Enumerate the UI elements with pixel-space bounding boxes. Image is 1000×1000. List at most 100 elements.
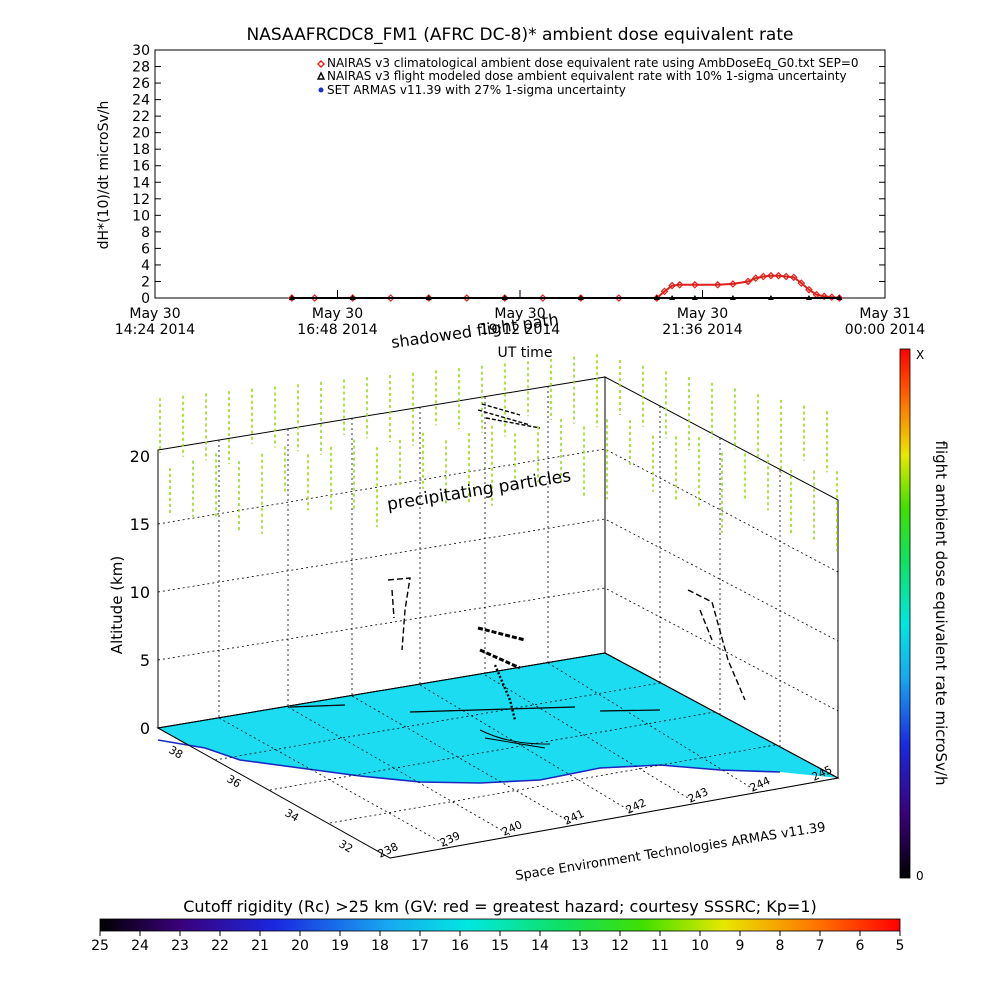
dose-colorbar-gradient bbox=[899, 348, 911, 879]
latitude-ticks: 32 34 36 38 bbox=[167, 743, 356, 855]
legend-label-armas: SET ARMAS v11.39 with 27% 1-sigma uncert… bbox=[327, 83, 626, 97]
map-floor-land bbox=[158, 740, 838, 858]
data-point-flight-modeled bbox=[501, 295, 508, 300]
legend-triangle-marker bbox=[316, 71, 326, 80]
cutoff-tick-label: 22 bbox=[211, 938, 229, 954]
y-tick-label: 14 bbox=[132, 175, 150, 191]
cutoff-tick-label: 18 bbox=[371, 938, 389, 954]
altitude-ticks: 0 5 10 15 20 bbox=[130, 447, 150, 738]
data-point-climatological bbox=[751, 274, 760, 283]
data-point-climatological bbox=[820, 292, 829, 301]
cutoff-rigidity-ticks: 25 24 23 22 21 20 19 18 17 16 15 14 13 12 11 10 9 8 7 6 5 bbox=[91, 931, 904, 954]
data-point-climatological bbox=[774, 271, 783, 280]
legend-diamond-marker bbox=[317, 60, 325, 68]
cutoff-tick-label: 20 bbox=[291, 938, 309, 954]
cutoff-tick-label: 12 bbox=[611, 938, 629, 954]
cutoff-tick-label: 16 bbox=[451, 938, 469, 954]
data-point-flight-modeled bbox=[729, 295, 736, 300]
y-tick-label: 28 bbox=[132, 60, 150, 76]
x-tick-date: May 30 bbox=[494, 306, 545, 322]
legend-circle-marker bbox=[318, 87, 324, 93]
legend-label-climatological: NAIRAS v3 climatological ambient dose eq… bbox=[327, 56, 859, 70]
data-point-climatological bbox=[660, 287, 669, 296]
y-tick-label: 12 bbox=[132, 192, 150, 208]
data-point-climatological bbox=[782, 272, 790, 281]
data-point-flight-modeled bbox=[577, 295, 584, 300]
data-point-climatological bbox=[805, 285, 813, 294]
data-point-flight-modeled bbox=[691, 295, 698, 300]
cutoff-tick-label: 24 bbox=[131, 938, 149, 954]
latitude-tick-label: 34 bbox=[283, 806, 302, 824]
cutoff-tick-label: 11 bbox=[651, 938, 669, 954]
y-tick-label: 6 bbox=[141, 241, 150, 257]
latitude-tick-label: 32 bbox=[337, 837, 356, 855]
data-point-climatological bbox=[675, 280, 684, 289]
data-point-climatological bbox=[744, 277, 752, 286]
timeseries-series bbox=[288, 271, 844, 302]
y-tick-label: 2 bbox=[141, 274, 150, 290]
y-tick-label: 16 bbox=[132, 159, 150, 175]
x-tick-date: May 30 bbox=[129, 306, 180, 322]
legend-item-armas: SET ARMAS v11.39 with 27% 1-sigma uncert… bbox=[318, 83, 626, 97]
data-point-climatological bbox=[789, 273, 798, 282]
x-tick-date: May 30 bbox=[312, 306, 363, 322]
x-tick-time: 19:12 2014 bbox=[480, 322, 561, 338]
legend-item-climatological: NAIRAS v3 climatological ambient dose eq… bbox=[317, 56, 859, 70]
flight-path-shadow bbox=[479, 729, 551, 749]
x-tick-time: 16:48 2014 bbox=[297, 322, 378, 338]
precipitating-particles-marks bbox=[159, 354, 838, 552]
front-edges bbox=[157, 450, 839, 778]
cutoff-tick-label: 5 bbox=[896, 938, 905, 954]
altitude-tick-label: 0 bbox=[140, 719, 150, 738]
y-tick-label: 26 bbox=[132, 76, 150, 92]
ground-track bbox=[289, 704, 661, 713]
cutoff-tick-label: 14 bbox=[531, 938, 549, 954]
data-point-flight-modeled bbox=[653, 295, 660, 300]
cutoff-tick-label: 19 bbox=[331, 938, 349, 954]
altitude-axis-label: Altitude (km) bbox=[108, 556, 126, 654]
x-tick-time: 14:24 2014 bbox=[115, 322, 196, 338]
y-tick-label: 0 bbox=[141, 291, 150, 307]
cutoff-tick-label: 21 bbox=[251, 938, 269, 954]
data-point-flight-modeled bbox=[349, 295, 356, 300]
timeseries-x-axis-label: UT time bbox=[498, 345, 553, 361]
cutoff-tick-label: 23 bbox=[171, 938, 189, 954]
data-point-climatological bbox=[713, 280, 722, 289]
data-point-climatological bbox=[797, 279, 806, 287]
timeseries-y-axis-label: dH*(10)/dt microSv/h bbox=[96, 101, 112, 250]
altitude-tick-label: 5 bbox=[140, 651, 150, 670]
coastline bbox=[157, 739, 781, 784]
y-tick-label: 24 bbox=[132, 93, 150, 109]
latitude-tick-label: 38 bbox=[167, 743, 186, 761]
y-tick-label: 30 bbox=[132, 43, 150, 59]
x-tick-time: 00:00 2014 bbox=[845, 322, 926, 338]
dose-colorbar-max-label: X bbox=[916, 348, 924, 362]
data-point-flight-modeled bbox=[767, 295, 774, 300]
floor-grid bbox=[214, 662, 776, 847]
x-tick-date: May 31 bbox=[859, 306, 910, 322]
y-tick-label: 18 bbox=[132, 142, 150, 158]
data-point-climatological bbox=[729, 280, 737, 288]
y-tick-label: 8 bbox=[141, 225, 150, 241]
cutoff-tick-label: 13 bbox=[571, 938, 589, 954]
data-point-climatological bbox=[827, 293, 836, 302]
cutoff-tick-label: 25 bbox=[91, 938, 109, 954]
y-tick-label: 10 bbox=[132, 208, 150, 224]
legend-item-flight-modeled: NAIRAS v3 flight modeled dose ambient eq… bbox=[316, 69, 847, 83]
cutoff-tick-label: 7 bbox=[816, 938, 825, 954]
cutoff-tick-label: 15 bbox=[491, 938, 509, 954]
x-tick-time: 21:36 2014 bbox=[662, 322, 743, 338]
latitude-tick-label: 36 bbox=[225, 772, 244, 790]
timeseries-legend: NAIRAS v3 climatological ambient dose eq… bbox=[316, 56, 859, 97]
dose-colorbar: X 0 flight ambient dose equivalent rate … bbox=[899, 348, 950, 883]
data-point-flight-modeled bbox=[669, 295, 676, 300]
timeseries-title: NASAAFRCDC8_FM1 (AFRC DC-8)* ambient dos… bbox=[247, 25, 794, 45]
dose-colorbar-min-label: 0 bbox=[916, 869, 924, 883]
cutoff-tick-label: 10 bbox=[691, 938, 709, 954]
cutoff-tick-label: 6 bbox=[856, 938, 865, 954]
y-tick-label: 22 bbox=[132, 109, 150, 125]
